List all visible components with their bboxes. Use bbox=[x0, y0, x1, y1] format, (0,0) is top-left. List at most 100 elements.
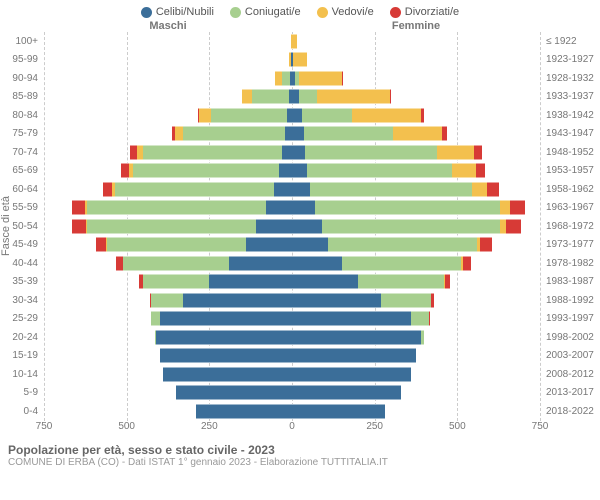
bar-segment bbox=[292, 200, 315, 215]
footer: Popolazione per età, sesso e stato civil… bbox=[0, 437, 600, 468]
bar-segment bbox=[342, 71, 343, 86]
year-label: 1948-1952 bbox=[540, 147, 600, 158]
bar-segment bbox=[293, 52, 306, 67]
x-tick: 0 bbox=[289, 421, 295, 432]
male-bar bbox=[44, 145, 292, 160]
age-row: 30-341988-1992 bbox=[0, 291, 600, 310]
female-bar bbox=[292, 163, 540, 178]
bar-segment bbox=[421, 330, 424, 345]
female-bar bbox=[292, 145, 540, 160]
bar-segment bbox=[310, 182, 472, 197]
bar-segment bbox=[96, 237, 106, 252]
bar-segment bbox=[285, 126, 292, 141]
year-label: 1923-1927 bbox=[540, 54, 600, 65]
bar-segment bbox=[431, 293, 434, 308]
bar-segment bbox=[328, 237, 477, 252]
age-label: 15-19 bbox=[0, 350, 44, 361]
bar-segment bbox=[411, 311, 429, 326]
bar-segment bbox=[292, 182, 310, 197]
female-bar bbox=[292, 237, 540, 252]
year-label: 1958-1962 bbox=[540, 184, 600, 195]
female-bar bbox=[292, 311, 540, 326]
bar-segment bbox=[282, 145, 292, 160]
female-bar bbox=[292, 293, 540, 308]
chart-rows: 100+≤ 192295-991923-192790-941928-193285… bbox=[0, 32, 600, 421]
year-label: ≤ 1922 bbox=[540, 36, 600, 47]
bar-segment bbox=[151, 293, 182, 308]
age-row: 65-691953-1957 bbox=[0, 162, 600, 181]
bar-segment bbox=[274, 182, 292, 197]
bar-segment bbox=[292, 330, 421, 345]
year-label: 1973-1977 bbox=[540, 239, 600, 250]
bar-segment bbox=[292, 348, 416, 363]
male-bar bbox=[44, 293, 292, 308]
male-bar bbox=[44, 89, 292, 104]
age-row: 40-441978-1982 bbox=[0, 254, 600, 273]
bar-segment bbox=[229, 256, 292, 271]
year-label: 1953-1957 bbox=[540, 165, 600, 176]
bar-segment bbox=[452, 163, 475, 178]
bar-segment bbox=[476, 163, 486, 178]
age-label: 30-34 bbox=[0, 295, 44, 306]
legend-label: Vedovi/e bbox=[332, 6, 374, 18]
x-axis: 7505002500250500750 bbox=[0, 421, 600, 437]
age-label: 100+ bbox=[0, 36, 44, 47]
bar-segment bbox=[421, 108, 424, 123]
bar-segment bbox=[160, 311, 292, 326]
bar-segment bbox=[342, 256, 461, 271]
age-label: 35-39 bbox=[0, 276, 44, 287]
female-bar bbox=[292, 256, 540, 271]
bar-segment bbox=[143, 274, 209, 289]
male-bar bbox=[44, 237, 292, 252]
male-bar bbox=[44, 385, 292, 400]
age-label: 5-9 bbox=[0, 387, 44, 398]
year-label: 2003-2007 bbox=[540, 350, 600, 361]
age-label: 20-24 bbox=[0, 332, 44, 343]
bar-segment bbox=[474, 145, 482, 160]
female-bar bbox=[292, 330, 540, 345]
y-axis-left-title: Fasce di età bbox=[0, 196, 12, 256]
bar-segment bbox=[299, 89, 317, 104]
bar-segment bbox=[130, 145, 137, 160]
bar-segment bbox=[463, 256, 471, 271]
bar-segment bbox=[256, 219, 292, 234]
age-row: 75-791943-1947 bbox=[0, 125, 600, 144]
x-tick: 500 bbox=[449, 421, 466, 432]
age-row: 70-741948-1952 bbox=[0, 143, 600, 162]
female-bar bbox=[292, 404, 540, 419]
bar-segment bbox=[87, 219, 256, 234]
female-bar bbox=[292, 126, 540, 141]
age-label: 10-14 bbox=[0, 369, 44, 380]
age-label: 0-4 bbox=[0, 406, 44, 417]
bar-segment bbox=[72, 219, 85, 234]
female-bar bbox=[292, 34, 540, 49]
bar-segment bbox=[72, 200, 85, 215]
age-row: 5-92013-2017 bbox=[0, 384, 600, 403]
bar-segment bbox=[292, 367, 411, 382]
x-tick: 250 bbox=[201, 421, 218, 432]
column-headers: Maschi Femmine bbox=[0, 20, 600, 32]
female-bar bbox=[292, 108, 540, 123]
bar-segment bbox=[292, 34, 297, 49]
bar-segment bbox=[358, 274, 444, 289]
male-bar bbox=[44, 348, 292, 363]
age-row: 35-391983-1987 bbox=[0, 273, 600, 292]
legend-item: Vedovi/e bbox=[317, 6, 374, 18]
year-label: 1943-1947 bbox=[540, 128, 600, 139]
year-label: 1963-1967 bbox=[540, 202, 600, 213]
pyramid-chart: Fasce di età Anni di nascita 100+≤ 19229… bbox=[0, 32, 600, 421]
x-tick: 500 bbox=[118, 421, 135, 432]
age-row: 60-641958-1962 bbox=[0, 180, 600, 199]
male-bar bbox=[44, 219, 292, 234]
bar-segment bbox=[292, 237, 328, 252]
legend-swatch bbox=[390, 7, 401, 18]
bar-segment bbox=[121, 163, 129, 178]
age-row: 50-541968-1972 bbox=[0, 217, 600, 236]
chart-title: Popolazione per età, sesso e stato civil… bbox=[8, 443, 592, 457]
bar-segment bbox=[116, 256, 123, 271]
bar-segment bbox=[266, 200, 292, 215]
male-bar bbox=[44, 182, 292, 197]
bar-segment bbox=[292, 126, 304, 141]
bar-segment bbox=[282, 71, 290, 86]
bar-segment bbox=[317, 89, 390, 104]
